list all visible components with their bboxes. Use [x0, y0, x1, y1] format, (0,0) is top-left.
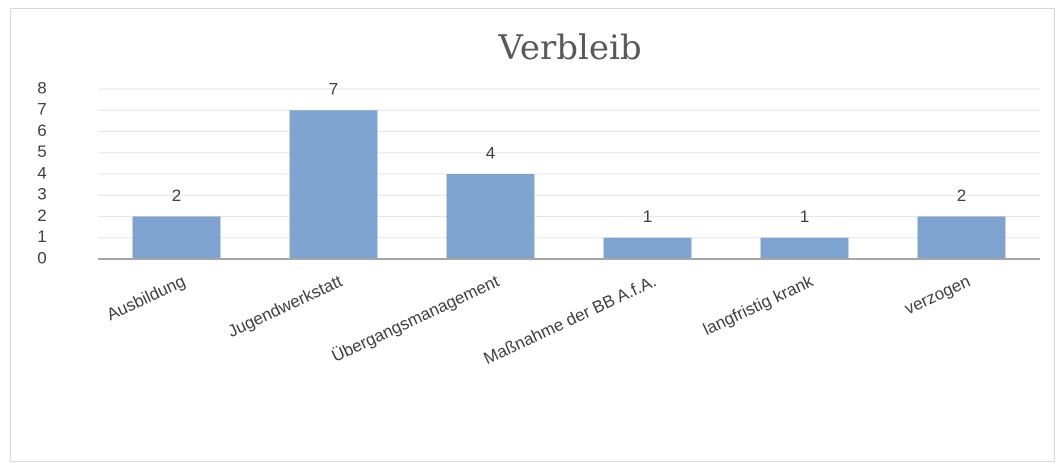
y-tick-label: 1	[37, 227, 46, 246]
data-label: 2	[172, 186, 181, 205]
y-tick-label: 2	[37, 206, 46, 225]
data-label: 2	[957, 186, 966, 205]
y-tick-label: 4	[37, 163, 46, 182]
data-label: 4	[486, 143, 495, 162]
data-label: 7	[329, 80, 338, 99]
data-label: 1	[800, 207, 809, 226]
data-label: 1	[643, 207, 652, 226]
y-tick-label: 7	[37, 100, 46, 119]
y-tick-label: 3	[37, 185, 46, 204]
bar	[760, 237, 849, 259]
bar	[289, 110, 378, 259]
y-tick-label: 6	[37, 121, 46, 140]
bar	[603, 237, 692, 259]
bar	[917, 216, 1006, 259]
y-tick-label: 5	[37, 142, 46, 161]
y-tick-label: 8	[37, 78, 46, 97]
y-tick-label: 0	[37, 248, 46, 267]
bar	[446, 174, 535, 259]
bar	[132, 216, 221, 259]
chart-title: Verbleib	[497, 28, 641, 68]
